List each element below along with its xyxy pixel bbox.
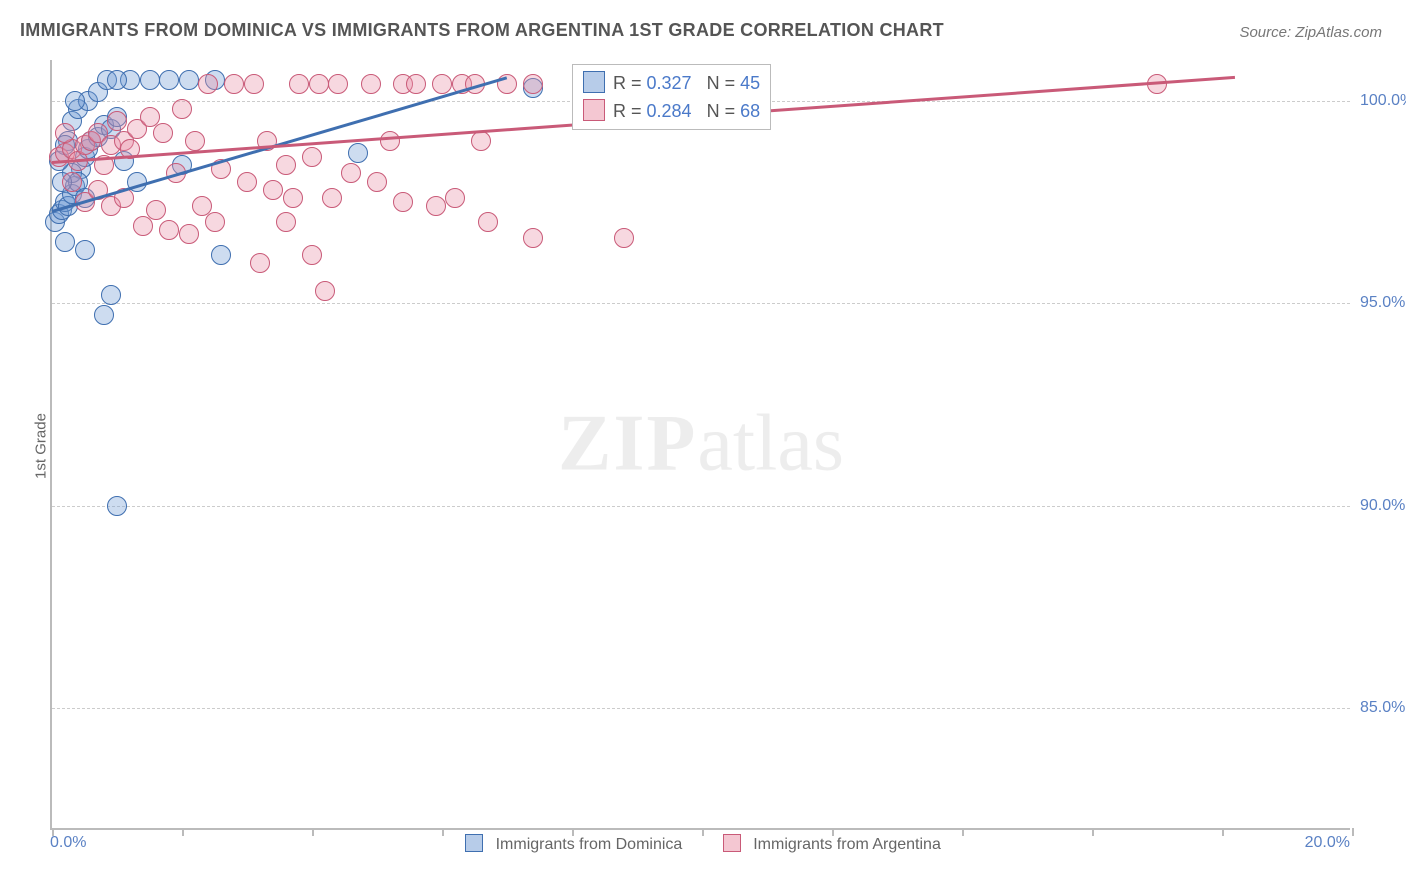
data-point [328, 74, 348, 94]
data-point [94, 305, 114, 325]
source-attribution: Source: ZipAtlas.com [1239, 24, 1382, 41]
data-point [55, 123, 75, 143]
data-point [159, 220, 179, 240]
y-axis-label: 1st Grade [32, 413, 49, 479]
gridline [52, 303, 1350, 304]
y-tick-label: 100.0% [1360, 92, 1406, 110]
gridline [52, 708, 1350, 709]
data-point [361, 74, 381, 94]
data-point [322, 188, 342, 208]
legend-swatch-dominica [465, 834, 483, 852]
data-point [153, 123, 173, 143]
data-point [107, 70, 127, 90]
data-point [276, 212, 296, 232]
data-point [107, 496, 127, 516]
bottom-legend: Immigrants from Dominica Immigrants from… [0, 834, 1406, 854]
scatter-plot-area: ZIPatlas 85.0%90.0%95.0%100.0%R = 0.327 … [50, 60, 1350, 830]
data-point [179, 70, 199, 90]
data-point [65, 91, 85, 111]
data-point [393, 192, 413, 212]
data-point [276, 155, 296, 175]
data-point [315, 281, 335, 301]
data-point [406, 74, 426, 94]
data-point [302, 147, 322, 167]
data-point [172, 99, 192, 119]
data-point [283, 188, 303, 208]
data-point [289, 74, 309, 94]
legend-swatch-argentina [723, 834, 741, 852]
data-point [62, 172, 82, 192]
data-point [250, 253, 270, 273]
y-tick-label: 95.0% [1360, 294, 1405, 312]
data-point [367, 172, 387, 192]
data-point [146, 200, 166, 220]
data-point [523, 228, 543, 248]
correlation-row-dominica: R = 0.327 N = 45 [583, 69, 760, 97]
data-point [309, 74, 329, 94]
data-point [159, 70, 179, 90]
data-point [263, 180, 283, 200]
data-point [179, 224, 199, 244]
data-point [302, 245, 322, 265]
legend-label-argentina: Immigrants from Argentina [753, 836, 941, 853]
data-point [614, 228, 634, 248]
gridline [52, 506, 1350, 507]
watermark: ZIPatlas [558, 399, 844, 490]
legend-entry-dominica: Immigrants from Dominica [465, 834, 682, 854]
data-point [211, 245, 231, 265]
data-point [523, 74, 543, 94]
correlation-box: R = 0.327 N = 45R = 0.284 N = 68 [572, 64, 771, 130]
data-point [432, 74, 452, 94]
data-point [101, 285, 121, 305]
legend-entry-argentina: Immigrants from Argentina [723, 834, 941, 854]
y-tick-label: 85.0% [1360, 699, 1405, 717]
data-point [471, 131, 491, 151]
data-point [205, 212, 225, 232]
data-point [133, 216, 153, 236]
data-point [224, 74, 244, 94]
data-point [107, 111, 127, 131]
data-point [348, 143, 368, 163]
correlation-row-argentina: R = 0.284 N = 68 [583, 97, 760, 125]
data-point [380, 131, 400, 151]
data-point [426, 196, 446, 216]
data-point [55, 232, 75, 252]
data-point [185, 131, 205, 151]
legend-label-dominica: Immigrants from Dominica [496, 836, 683, 853]
data-point [478, 212, 498, 232]
data-point [198, 74, 218, 94]
data-point [140, 70, 160, 90]
data-point [445, 188, 465, 208]
data-point [341, 163, 361, 183]
chart-title: IMMIGRANTS FROM DOMINICA VS IMMIGRANTS F… [20, 20, 944, 41]
y-tick-label: 90.0% [1360, 497, 1405, 515]
data-point [75, 240, 95, 260]
data-point [237, 172, 257, 192]
data-point [244, 74, 264, 94]
